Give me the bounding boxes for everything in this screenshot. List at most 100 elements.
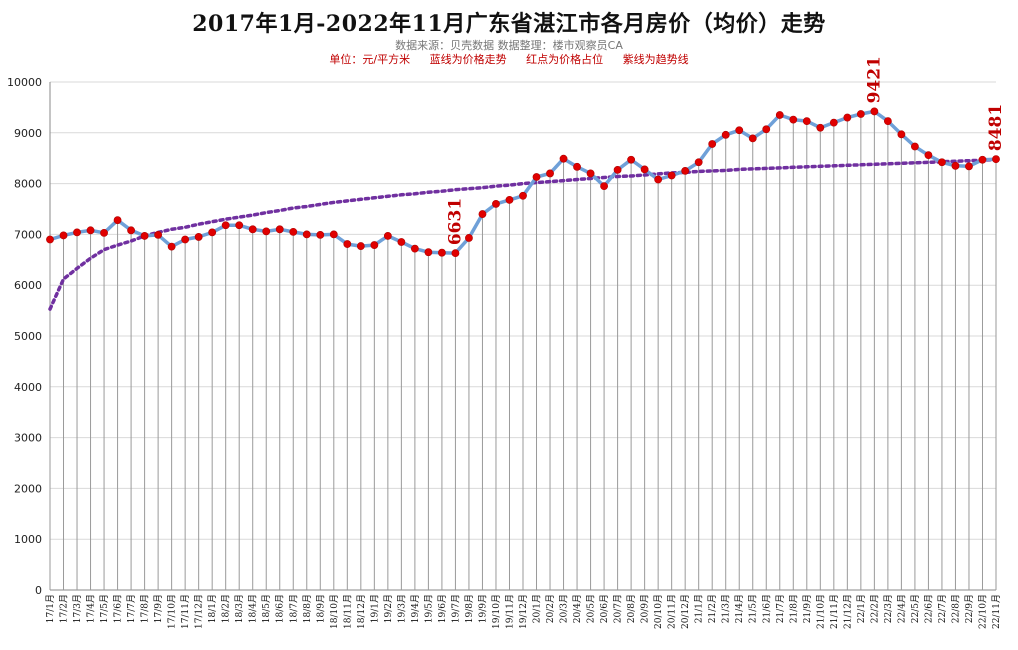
x-tick-label: 18/12月 <box>356 594 367 629</box>
x-tick-label: 20/6月 <box>599 594 610 623</box>
x-tick-label: 18/5月 <box>261 594 272 623</box>
value-annotation: 6631 <box>445 198 465 245</box>
price-point <box>410 244 419 253</box>
price-point <box>519 191 527 200</box>
price-point <box>275 225 284 234</box>
price-point <box>289 227 298 236</box>
x-tick-label: 18/1月 <box>207 594 218 623</box>
price-point <box>59 231 68 240</box>
y-tick-label: 1000 <box>14 533 42 546</box>
x-tick-label: 19/1月 <box>369 594 380 623</box>
x-tick-label: 17/10月 <box>167 594 178 629</box>
price-point <box>843 113 852 122</box>
x-tick-label: 22/1月 <box>856 594 867 623</box>
price-point <box>451 249 460 258</box>
price-point <box>681 166 690 175</box>
x-tick-label: 18/11月 <box>342 594 353 629</box>
x-tick-label: 21/7月 <box>775 594 786 623</box>
price-point <box>370 241 379 249</box>
legend-red-dots: 红点为价格占位 <box>526 53 604 66</box>
price-point <box>262 227 271 236</box>
price-point <box>505 195 514 204</box>
y-tick-label: 7000 <box>14 228 42 241</box>
price-point <box>870 107 879 116</box>
x-tick-label: 22/7月 <box>937 594 948 623</box>
price-point <box>721 130 730 139</box>
price-point <box>627 155 636 164</box>
price-point <box>667 171 676 180</box>
x-tick-label: 17/8月 <box>140 594 151 623</box>
x-tick-label: 20/10月 <box>653 594 664 629</box>
x-tick-label: 19/11月 <box>504 594 515 629</box>
x-tick-label: 17/6月 <box>113 594 124 623</box>
x-tick-label: 18/7月 <box>288 594 299 623</box>
y-tick-label: 8000 <box>14 178 42 191</box>
price-point <box>897 130 906 139</box>
price-point <box>86 226 95 235</box>
price-point <box>924 151 933 160</box>
x-tick-label: 18/6月 <box>275 594 286 623</box>
x-tick-label: 18/3月 <box>234 594 245 623</box>
price-point <box>329 230 338 239</box>
price-point <box>478 210 487 218</box>
price-point <box>789 115 798 124</box>
price-point <box>154 231 163 239</box>
price-point <box>559 154 568 163</box>
price-point <box>978 155 987 164</box>
x-tick-label: 21/6月 <box>761 594 772 623</box>
legend-blue-line: 蓝线为价格走势 <box>429 53 507 66</box>
price-point <box>775 111 784 119</box>
x-tick-label: 22/2月 <box>869 594 880 623</box>
y-tick-label: 5000 <box>14 330 42 343</box>
price-point <box>235 221 244 230</box>
legend-unit: 单位：元/平方米 <box>329 53 411 66</box>
price-point <box>856 110 865 118</box>
price-point <box>302 230 311 239</box>
price-point <box>654 175 663 184</box>
y-tick-label: 2000 <box>14 482 42 495</box>
x-tick-label: 19/12月 <box>518 594 529 629</box>
x-tick-label: 17/7月 <box>126 594 137 623</box>
price-point <box>383 232 392 240</box>
price-point <box>194 233 203 241</box>
x-tick-label: 20/11月 <box>667 594 678 629</box>
x-tick-label: 18/10月 <box>329 594 340 629</box>
x-tick-label: 21/9月 <box>802 594 813 623</box>
x-tick-label: 19/10月 <box>491 594 502 629</box>
x-tick-label: 17/9月 <box>153 594 164 623</box>
x-tick-label: 19/3月 <box>396 594 407 623</box>
x-tick-label: 20/7月 <box>613 594 624 623</box>
y-tick-label: 0 <box>35 584 42 597</box>
x-tick-label: 17/2月 <box>59 594 70 623</box>
x-tick-label: 19/4月 <box>410 594 421 623</box>
trend-line <box>48 157 998 311</box>
chart-subtitle: 数据来源：贝壳数据 数据整理：楼市观察员CA <box>395 39 623 52</box>
price-point <box>316 231 325 239</box>
price-point <box>694 158 703 167</box>
y-tick-label: 10000 <box>7 76 42 89</box>
x-tick-label: 21/4月 <box>734 594 745 623</box>
x-tick-label: 22/10月 <box>977 594 988 629</box>
x-tick-label: 17/11月 <box>180 594 191 629</box>
price-point <box>951 161 960 170</box>
price-point <box>167 242 176 251</box>
x-tick-label: 20/5月 <box>586 594 597 623</box>
x-tick-label: 17/4月 <box>86 594 97 623</box>
value-annotation: 9421 <box>864 56 884 103</box>
x-tick-label: 19/2月 <box>383 594 394 623</box>
x-tick-label: 17/5月 <box>99 594 110 623</box>
x-tick-label: 19/7月 <box>450 594 461 623</box>
x-tick-label: 21/1月 <box>694 594 705 623</box>
x-tick-label: 21/3月 <box>721 594 732 623</box>
price-point <box>762 125 771 134</box>
price-point <box>735 126 744 135</box>
x-tick-label: 18/9月 <box>315 594 326 623</box>
price-point <box>883 117 892 126</box>
chart-title: 2017年1月-2022年11月广东省湛江市各月房价（均价）走势 <box>192 11 826 37</box>
price-point <box>546 169 554 178</box>
x-tick-label: 22/3月 <box>883 594 894 623</box>
y-tick-label: 6000 <box>14 279 42 292</box>
price-point <box>600 182 608 191</box>
price-point <box>816 123 825 132</box>
x-tick-label: 18/4月 <box>248 594 259 623</box>
